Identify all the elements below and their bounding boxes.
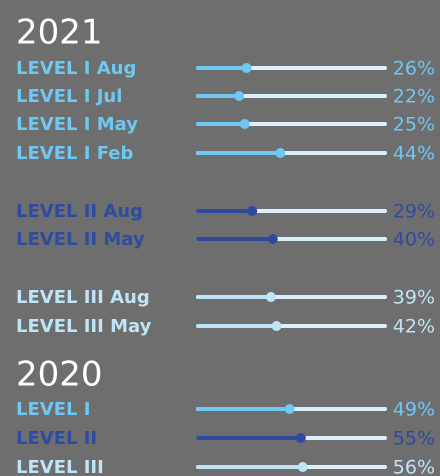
row-label: LEVEL I bbox=[16, 399, 90, 420]
dot bbox=[267, 234, 278, 244]
dot bbox=[265, 292, 276, 302]
value-label: 39% bbox=[393, 287, 435, 309]
value-label: 44% bbox=[393, 143, 435, 165]
dot bbox=[297, 462, 308, 472]
value-label: 25% bbox=[393, 114, 435, 136]
dot bbox=[284, 404, 295, 414]
row-label: LEVEL I Aug bbox=[16, 58, 136, 79]
row-label: LEVEL III bbox=[16, 457, 104, 476]
dot bbox=[271, 321, 282, 331]
row-label: LEVEL I May bbox=[16, 114, 138, 135]
row-label: LEVEL I Jul bbox=[16, 86, 122, 107]
row-label: LEVEL I Feb bbox=[16, 143, 133, 164]
dot bbox=[247, 206, 258, 216]
row-label: LEVEL III May bbox=[16, 316, 152, 337]
dot bbox=[239, 119, 250, 129]
value-label: 26% bbox=[393, 58, 435, 80]
dot bbox=[241, 63, 252, 73]
row-label: LEVEL II bbox=[16, 428, 97, 449]
row-label: LEVEL III Aug bbox=[16, 287, 150, 308]
value-label: 55% bbox=[393, 428, 435, 450]
value-label: 40% bbox=[393, 229, 435, 251]
value-label: 56% bbox=[393, 457, 435, 476]
value-label: 42% bbox=[393, 316, 435, 338]
value-label: 49% bbox=[393, 399, 435, 421]
group-title: 2020 bbox=[16, 355, 103, 395]
row-label: LEVEL II Aug bbox=[16, 201, 143, 222]
dot bbox=[295, 433, 306, 443]
dot bbox=[275, 148, 286, 158]
value-label: 22% bbox=[393, 86, 435, 108]
dot bbox=[234, 91, 245, 101]
row-label: LEVEL II May bbox=[16, 229, 145, 250]
group-title: 2021 bbox=[16, 13, 103, 53]
value-label: 29% bbox=[393, 201, 435, 223]
